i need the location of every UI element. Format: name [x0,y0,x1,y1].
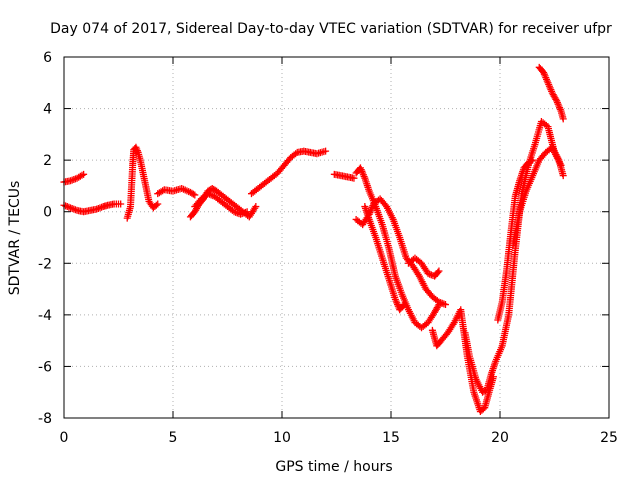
data-point [80,170,88,178]
series-arc-12 [404,254,443,280]
axis-ticks [63,56,610,419]
x-tick-label: 5 [169,430,178,446]
data-point [154,200,162,208]
data-point [189,190,197,198]
data-point [292,150,300,158]
series-arc-11 [361,203,408,314]
series-arc-7 [247,147,330,198]
y-tick-label: 6 [43,50,52,66]
data-point [252,203,260,211]
data-point [552,95,560,103]
y-tick-label: -6 [38,359,52,375]
data-point [527,157,535,165]
y-tick-label: 4 [43,102,52,118]
data-point [399,302,407,310]
series-arc-14 [461,117,565,396]
data-point [559,115,567,123]
x-tick-label: 0 [60,430,69,446]
data-series [60,63,567,416]
data-point [559,172,567,180]
series-arc-13 [428,306,497,416]
x-tick-label: 15 [382,430,400,446]
series-arc-10 [352,195,449,309]
series-arc-2 [60,200,125,216]
grid-lines [64,57,609,418]
data-point [435,267,443,275]
tick-labels: 0 5 10 15 20 25 -8 -6 -4 -2 0 2 4 6 [38,50,618,446]
data-point [529,156,537,164]
data-point [322,147,330,155]
y-tick-label: -4 [38,308,52,324]
y-tick-label: -2 [38,256,52,272]
series-arc-16 [494,156,537,324]
x-tick-label: 25 [600,430,618,446]
y-axis-label: SDTVAR / TECUs [7,181,23,296]
data-point [78,171,86,179]
series-arc-1 [60,170,88,186]
series-arc-6 [191,190,251,218]
series-arc-4 [154,185,199,199]
plot-frame [63,56,610,419]
y-tick-label: -8 [38,411,52,427]
chart-title: Day 074 of 2017, Sidereal Day-to-day VTE… [50,21,612,37]
series-arc-8 [330,170,358,182]
data-point [117,200,125,208]
x-axis-label: GPS time / hours [275,459,392,475]
data-point [434,268,442,276]
data-point [400,301,408,309]
data-point [152,201,160,209]
series-arc-3 [123,143,162,222]
data-point [243,208,251,216]
data-point [191,191,199,199]
y-tick-label: 2 [43,153,52,169]
series-arc-15 [509,143,567,249]
y-tick-label: 0 [43,205,52,221]
series-arc-17 [535,63,567,123]
series-arc-9 [352,164,443,332]
x-tick-label: 10 [273,430,291,446]
x-tick-label: 20 [491,430,509,446]
data-point [442,301,449,309]
data-point [350,174,358,182]
